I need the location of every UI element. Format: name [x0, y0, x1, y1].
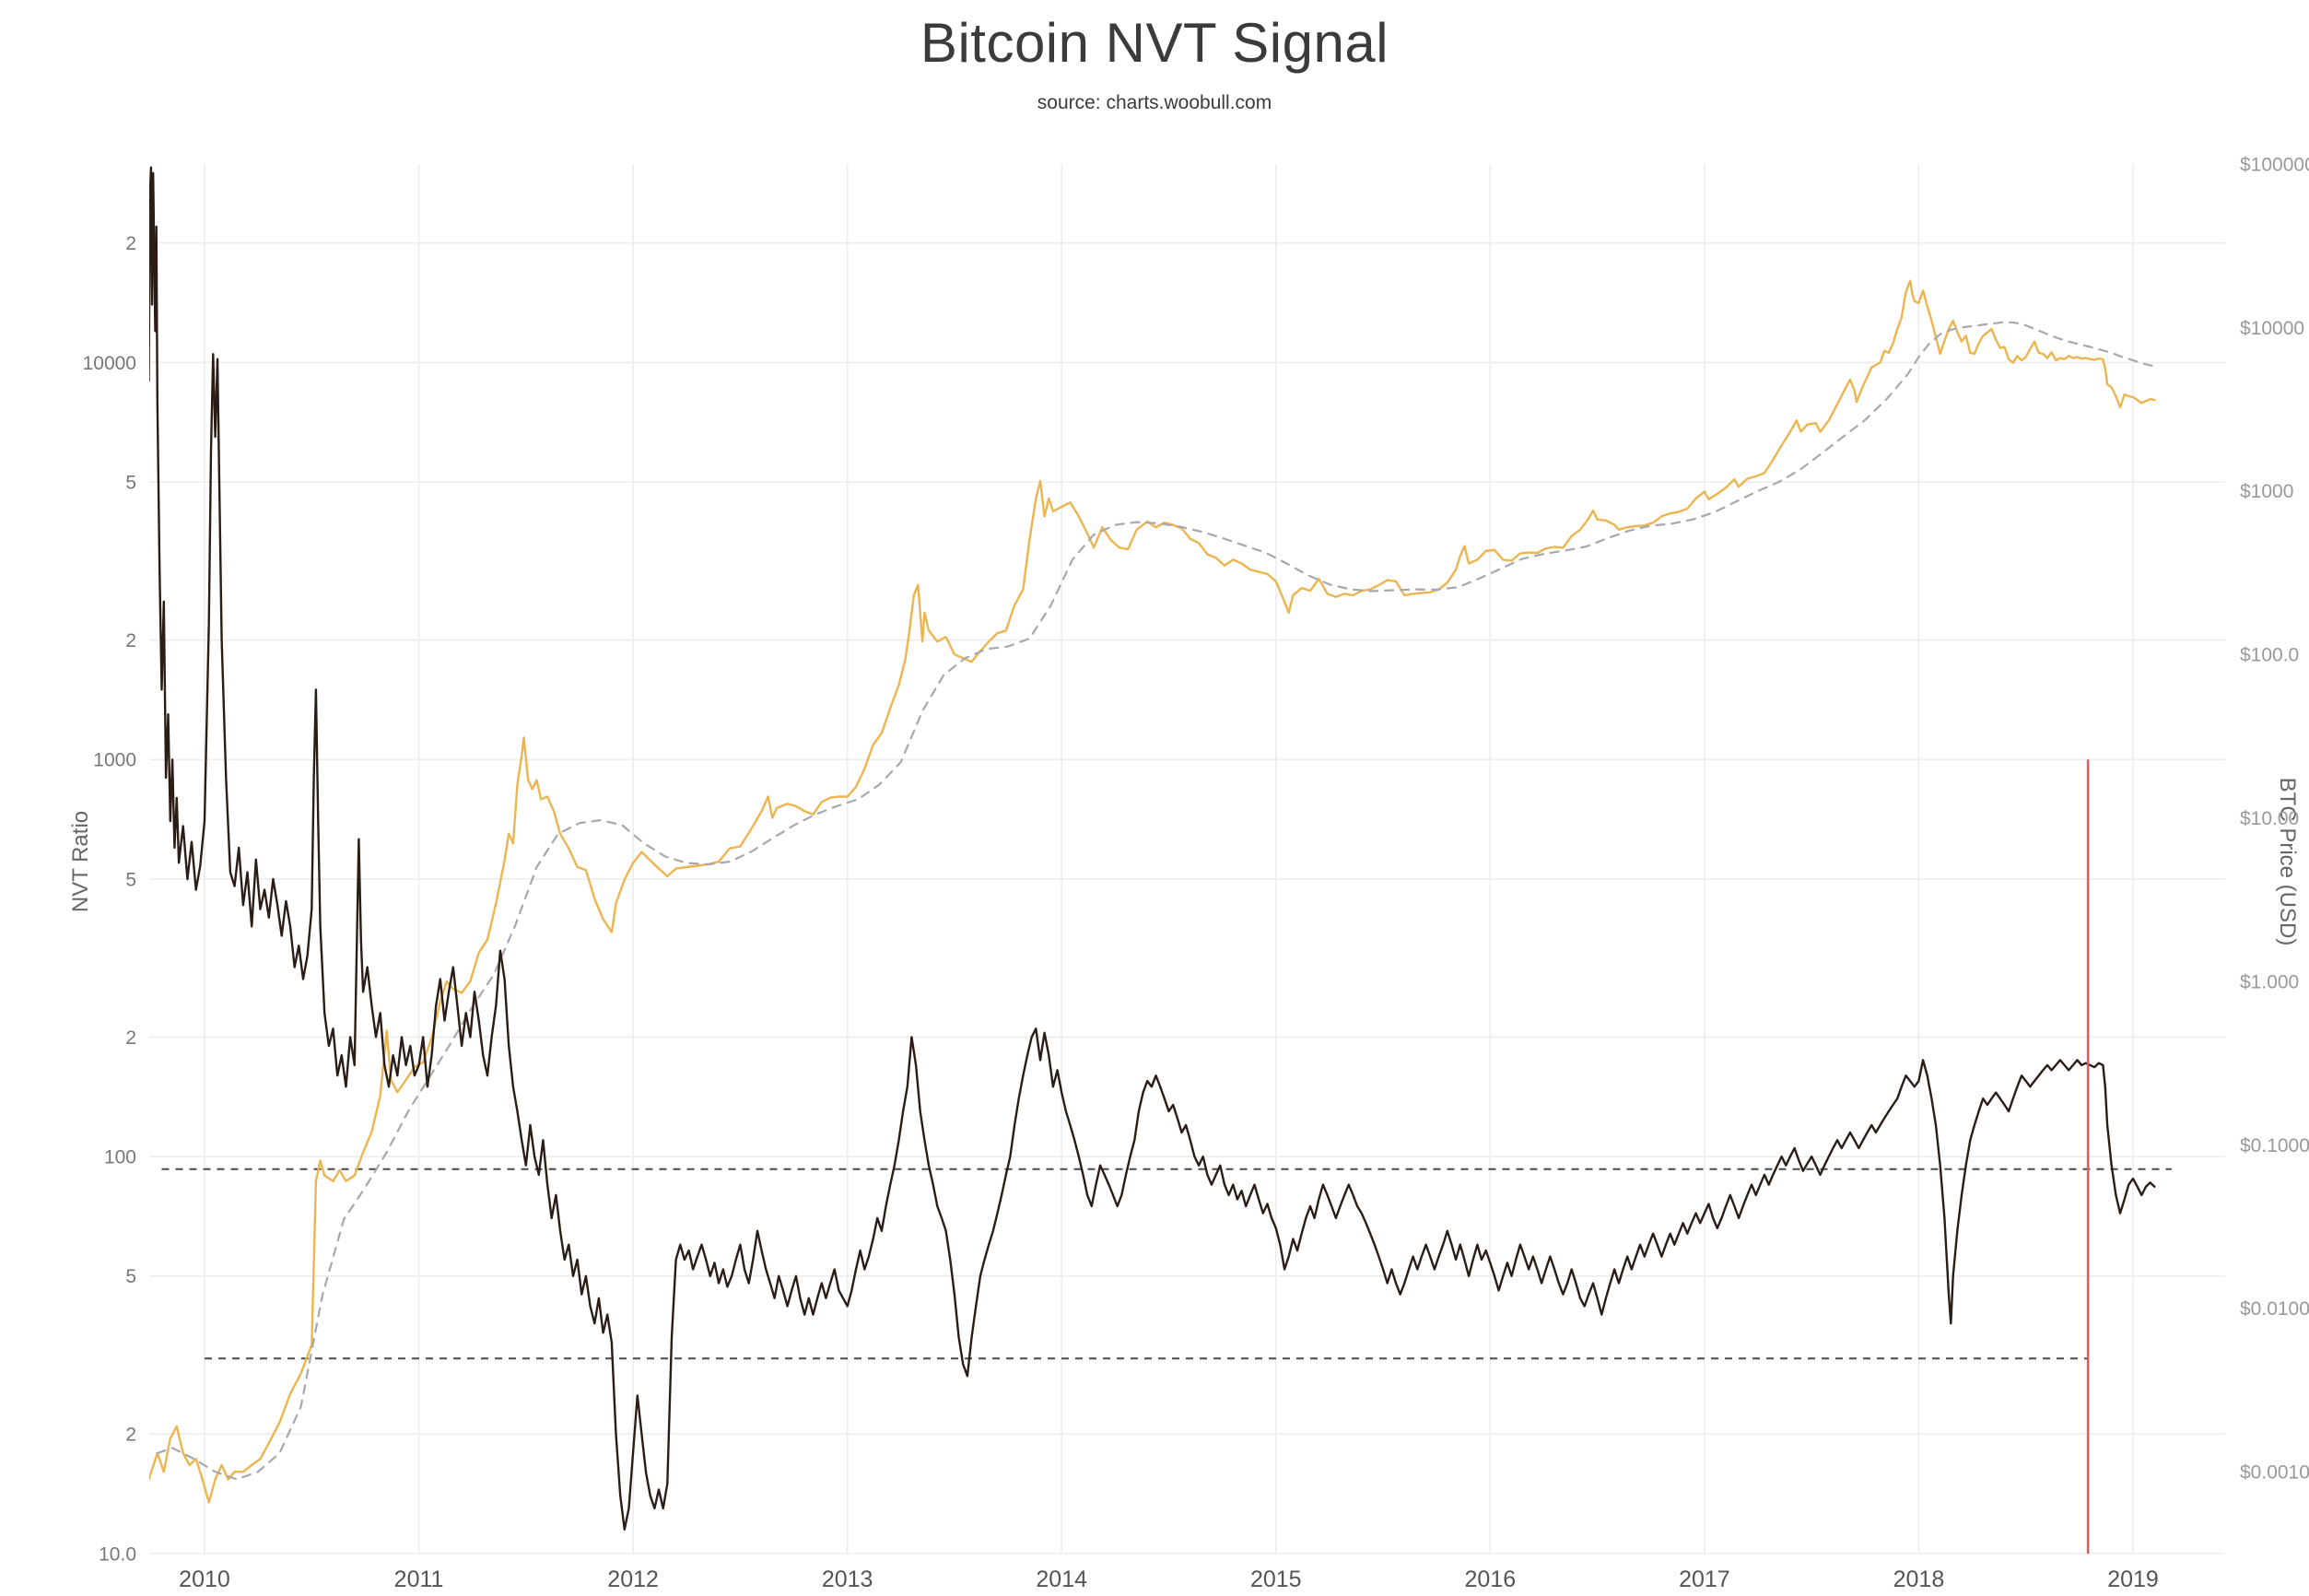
- nvt-thresholds: [161, 1168, 2172, 1360]
- tick-labels: 2 10000 5 2 1000 5 2 100 5 2 10.0 $100000 $10000 $100…: [83, 154, 2309, 1592]
- x-tick-label: 2017: [1679, 1567, 1730, 1592]
- y-left-tick-label: 2: [125, 1425, 136, 1446]
- chart-subtitle: source: charts.woobull.com: [1037, 92, 1272, 113]
- y-right-tick-label: $100000: [2240, 154, 2309, 175]
- price-moving-average-line: [156, 321, 2156, 1481]
- y-left-tick-label: 5: [125, 472, 136, 493]
- y-left-tick-label: 2: [125, 630, 136, 651]
- y-right-tick-label: $0.01000: [2240, 1298, 2309, 1320]
- x-tick-label: 2019: [2107, 1567, 2159, 1592]
- x-tick-label: 2018: [1893, 1567, 1945, 1592]
- y-right-tick-label: $1000: [2240, 481, 2293, 502]
- y-left-tick-label: 100: [104, 1146, 136, 1168]
- nvt-ratio-line: [149, 166, 2156, 1531]
- y-right-tick-label: $10.00: [2240, 808, 2299, 829]
- x-tick-label: 2014: [1036, 1567, 1087, 1592]
- y-left-tick-label: 10.0: [99, 1543, 136, 1565]
- chart-title: Bitcoin NVT Signal: [920, 12, 1389, 74]
- y-left-tick-label: 2: [125, 233, 136, 254]
- series: [149, 166, 2156, 1531]
- btc-price-line: [149, 279, 2156, 1504]
- y-left-tick-label: 1000: [93, 750, 136, 771]
- y-right-tick-label: $100.0: [2240, 645, 2299, 666]
- grid: [149, 164, 2225, 1555]
- y-left-tick-label: 5: [125, 1266, 136, 1287]
- x-tick-label: 2015: [1250, 1567, 1302, 1592]
- y-left-tick-label: 5: [125, 869, 136, 890]
- x-tick-label: 2012: [607, 1567, 659, 1592]
- y-left-tick-label: 2: [125, 1027, 136, 1049]
- x-tick-label: 2010: [179, 1567, 230, 1592]
- y-right-tick-label: $10000: [2240, 318, 2304, 339]
- y-right-tick-label: $1.000: [2240, 971, 2299, 992]
- x-tick-label: 2016: [1465, 1567, 1517, 1592]
- x-tick-label: 2013: [822, 1567, 873, 1592]
- y-left-tick-label: 10000: [83, 353, 136, 374]
- y-right-tick-label: $0.001000: [2240, 1462, 2309, 1484]
- x-tick-label: 2011: [394, 1567, 444, 1592]
- y-right-tick-label: $0.1000: [2240, 1135, 2309, 1156]
